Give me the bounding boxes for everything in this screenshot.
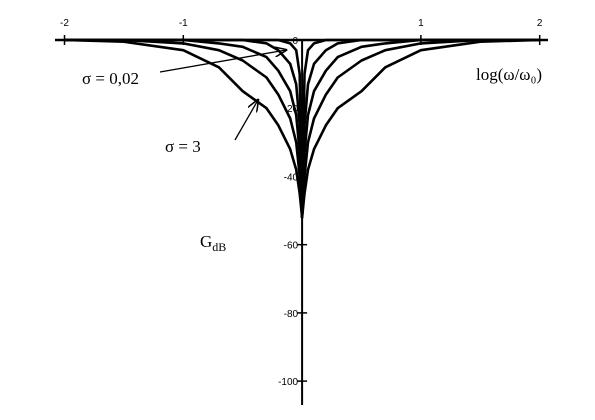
annotation-arrow bbox=[159, 50, 286, 73]
y-tick-label: 0 bbox=[293, 36, 299, 47]
x-tick-label: 2 bbox=[537, 18, 543, 29]
y-tick-label: -20 bbox=[284, 104, 299, 115]
y-tick-label: -60 bbox=[284, 241, 299, 252]
y-axis-label-main: G bbox=[200, 232, 212, 251]
y-tick-label: -80 bbox=[284, 309, 299, 320]
curve bbox=[64, 38, 540, 219]
y-tick-label: -40 bbox=[284, 172, 299, 183]
x-tick-label: 1 bbox=[418, 18, 424, 29]
annotation: σ = 0,02 bbox=[82, 69, 139, 88]
y-axis-label-sub: dB bbox=[212, 240, 226, 254]
annotation-arrow bbox=[234, 100, 258, 141]
y-axis-label: GdB bbox=[200, 232, 226, 254]
y-tick-label: -100 bbox=[278, 377, 298, 388]
x-axis-label: log(ω/ω₀) bbox=[476, 65, 542, 84]
x-tick-label: -1 bbox=[179, 18, 188, 29]
x-tick-label: -2 bbox=[60, 18, 69, 29]
annotation: σ = 3 bbox=[165, 137, 201, 156]
